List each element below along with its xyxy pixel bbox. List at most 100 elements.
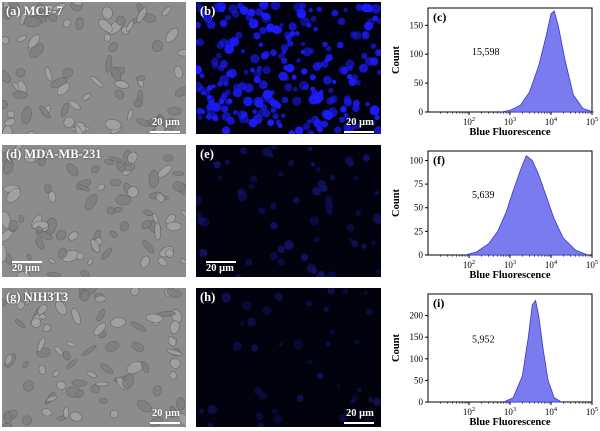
cell-shape — [158, 311, 176, 317]
nucleus-spot — [293, 2, 303, 12]
cell-shape — [168, 405, 177, 418]
nucleus-spot — [371, 4, 381, 14]
cell-shape — [2, 69, 12, 83]
nucleus-spot — [369, 105, 380, 116]
nucleus-spot — [364, 21, 373, 31]
nucleus-spot — [206, 20, 216, 29]
cell-shape — [127, 109, 134, 121]
scale-bar — [150, 131, 180, 133]
nucleus-spot — [253, 32, 261, 40]
cell-shape — [130, 321, 147, 332]
nucleus-spot — [271, 408, 278, 414]
nucleus-spot — [300, 253, 309, 261]
nucleus-spot — [248, 183, 255, 190]
nucleus-spot — [316, 6, 322, 12]
cell-shape — [155, 192, 165, 203]
nucleus-spot — [283, 65, 289, 71]
x-tick-label: 103 — [504, 406, 516, 417]
cell-shape — [44, 66, 53, 82]
nucleus-spot — [213, 161, 221, 169]
x-tick-label: 105 — [586, 259, 598, 270]
nucleus-spot — [262, 306, 272, 316]
nucleus-spot — [197, 114, 203, 120]
cell-shape — [71, 379, 88, 387]
nucleus-spot — [316, 126, 323, 133]
nucleus-spot — [268, 152, 274, 158]
nucleus-spot — [273, 414, 283, 424]
x-tick-label: 103 — [504, 116, 516, 127]
cell-shape — [166, 221, 182, 231]
cell-shape — [62, 67, 74, 79]
nucleus-spot — [308, 7, 313, 13]
nucleus-spot — [219, 6, 226, 13]
y-tick-label: 25 — [414, 226, 424, 236]
cell-shape — [69, 411, 83, 422]
cell-shape — [4, 118, 16, 127]
fluorescence-nih3t3: (h) 20 μm — [196, 288, 381, 427]
nucleus-spot — [292, 96, 302, 106]
cell-shape — [3, 411, 13, 425]
nucleus-spot — [288, 159, 295, 167]
cell-shape — [104, 159, 115, 165]
cell-shape — [130, 288, 140, 296]
cell-shape — [78, 184, 90, 192]
cell-shape — [157, 257, 168, 267]
nucleus-spot — [196, 22, 201, 29]
nucleus-spot — [321, 60, 329, 68]
cell-shape — [98, 18, 113, 33]
cell-shape — [22, 415, 32, 426]
panel-label: (f) — [433, 153, 445, 167]
nucleus-spot — [217, 81, 223, 87]
cell-shape — [98, 397, 108, 404]
x-tick-label: 104 — [545, 406, 558, 417]
nucleus-spot — [352, 31, 362, 40]
cell-shape — [111, 66, 122, 82]
nucleus-spot — [301, 68, 308, 75]
cell-shape — [181, 210, 186, 219]
cell-shape — [4, 353, 13, 366]
cell-shape — [48, 258, 56, 265]
nucleus-spot — [346, 223, 355, 232]
cell-shape — [94, 295, 107, 303]
cell-shape — [90, 384, 100, 394]
nucleus-spot — [364, 417, 371, 424]
y-tick-label: 0 — [419, 397, 424, 407]
nucleus-spot — [233, 110, 238, 115]
nucleus-spot — [342, 288, 349, 294]
cell-shape — [51, 3, 66, 12]
nucleus-spot — [295, 126, 304, 134]
nucleus-spot — [327, 288, 335, 295]
cell-shape — [37, 304, 48, 315]
nucleus-spot — [287, 40, 294, 47]
nucleus-spot — [289, 31, 296, 37]
cell-shape — [48, 14, 58, 22]
nucleus-spot — [343, 113, 349, 118]
nucleus-spot — [341, 67, 349, 74]
cell-shape — [90, 75, 104, 88]
nucleus-spot — [253, 96, 263, 107]
cell-shape — [100, 363, 114, 374]
nucleus-spot — [196, 2, 202, 8]
cell-shape — [114, 80, 129, 89]
cell-texture — [2, 2, 186, 134]
nucleus-spot — [336, 383, 341, 388]
fluorescence-texture — [196, 2, 381, 134]
cell-shape — [86, 370, 98, 378]
cell-shape — [136, 399, 153, 413]
nucleus-spot — [279, 22, 284, 28]
y-tick-label: 0 — [419, 107, 424, 117]
nucleus-spot — [237, 188, 245, 196]
panel-label-h: (h) — [200, 290, 216, 304]
nucleus-spot — [354, 339, 360, 345]
cell-shape — [115, 15, 126, 26]
cell-shape — [104, 119, 122, 131]
nucleus-spot — [224, 159, 230, 165]
cell-shape — [90, 239, 101, 253]
nucleus-spot — [231, 9, 240, 18]
cell-shape — [6, 188, 22, 203]
nucleus-spot — [309, 131, 315, 134]
nucleus-spot — [221, 92, 228, 99]
nucleus-spot — [362, 154, 370, 162]
histogram-f: 0 25 50 75 100 102 103 104 105 Blue Fluorescence C… — [391, 150, 598, 281]
nucleus-spot — [242, 301, 252, 311]
